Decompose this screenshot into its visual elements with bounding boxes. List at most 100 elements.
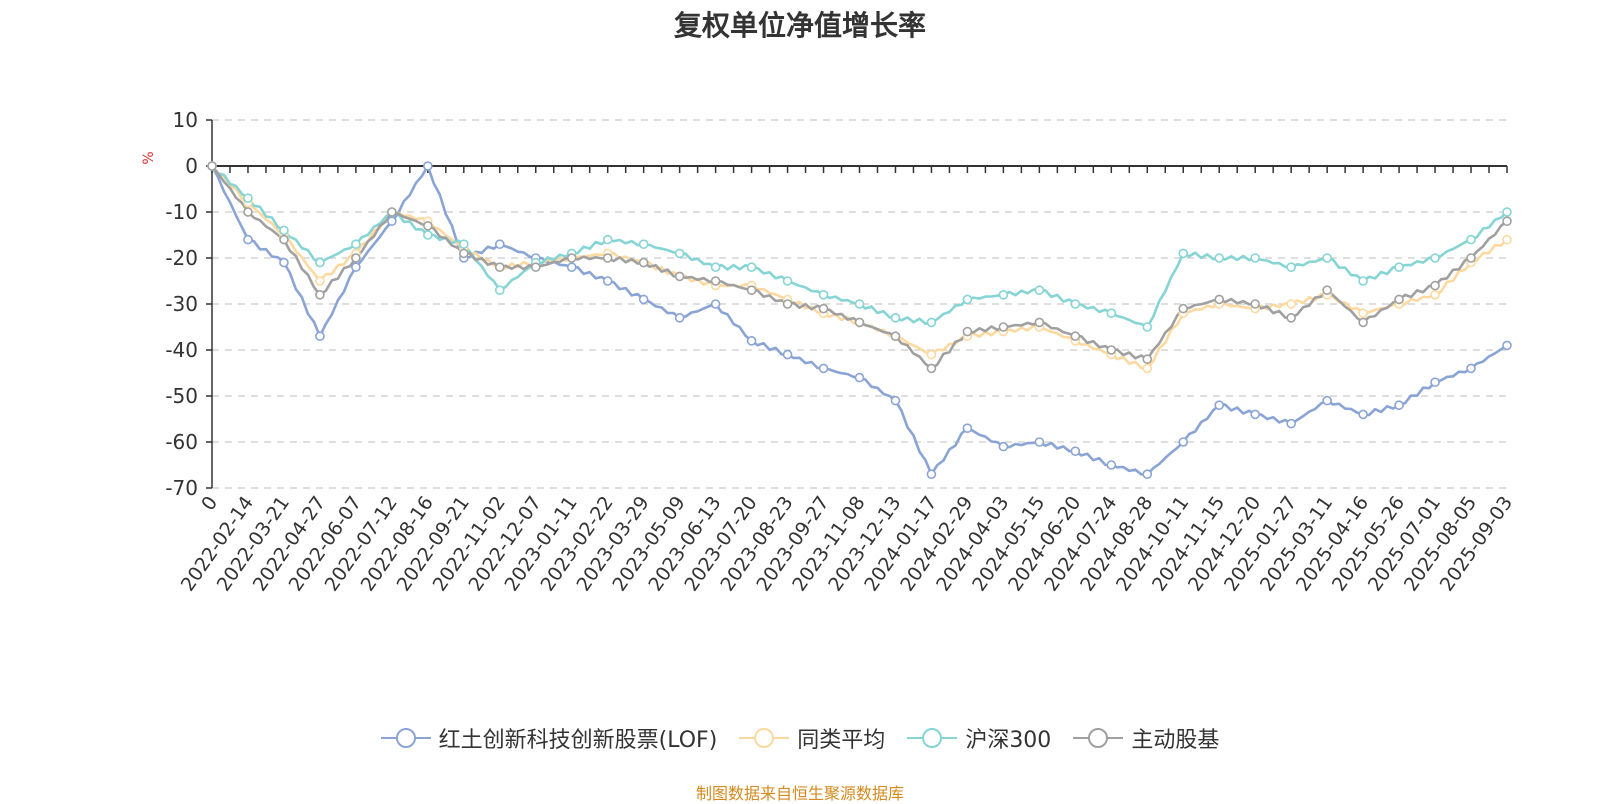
data-point <box>1250 253 1260 263</box>
y-tick-label: -10 <box>165 200 198 224</box>
data-point <box>1286 299 1296 309</box>
data-point <box>782 349 793 360</box>
series-line <box>210 165 1508 370</box>
data-point <box>1142 469 1153 480</box>
data-point <box>818 289 829 300</box>
data-point <box>1106 460 1117 470</box>
data-point <box>1502 207 1512 217</box>
legend-label: 沪深300 <box>965 728 1052 753</box>
data-point <box>1286 418 1296 429</box>
data-point <box>243 207 253 217</box>
data-point <box>710 262 721 273</box>
data-point <box>746 335 757 346</box>
data-point <box>962 326 973 337</box>
data-point <box>890 395 901 406</box>
data-point <box>674 312 685 323</box>
data-point <box>1142 354 1153 365</box>
y-tick-label: -20 <box>165 246 198 270</box>
data-point <box>602 234 613 245</box>
legend-swatch-icon <box>739 728 790 748</box>
data-point <box>1466 363 1476 374</box>
data-point <box>279 234 289 245</box>
data-point <box>387 207 397 217</box>
data-point <box>566 253 577 263</box>
data-point <box>962 423 973 434</box>
source-note: 制图数据来自恒生聚源数据库 <box>695 784 904 803</box>
legend-swatch-icon <box>380 728 431 748</box>
data-point <box>1358 276 1368 286</box>
data-point <box>710 276 721 286</box>
data-point <box>351 253 361 263</box>
data-point <box>1430 280 1440 291</box>
data-point <box>782 276 793 286</box>
data-point <box>782 299 793 309</box>
data-point <box>1106 308 1117 319</box>
series-line <box>210 165 1508 370</box>
data-point <box>710 299 721 309</box>
data-point <box>1106 345 1117 355</box>
data-point <box>638 257 649 268</box>
legend-label: 同类平均 <box>797 728 886 753</box>
data-point <box>1142 322 1153 332</box>
data-point <box>1070 446 1081 457</box>
data-point <box>351 262 361 273</box>
data-point <box>423 221 433 231</box>
data-point <box>1358 409 1368 420</box>
data-point <box>1502 216 1512 226</box>
y-tick-label: -50 <box>165 384 198 408</box>
data-point <box>1430 289 1440 300</box>
y-tick-label: 0 <box>185 154 198 178</box>
data-point <box>1358 317 1368 328</box>
data-point <box>1286 312 1296 323</box>
data-point <box>1250 299 1260 309</box>
legend-item[interactable]: 主动股基 <box>1073 722 1219 754</box>
data-point <box>998 289 1009 300</box>
legend-item[interactable]: 红土创新科技创新股票(LOF) <box>380 722 718 754</box>
data-point <box>1070 331 1081 342</box>
data-point <box>494 239 505 249</box>
data-point <box>530 262 541 273</box>
data-point <box>674 248 685 259</box>
data-point <box>638 239 649 249</box>
data-point <box>207 161 217 171</box>
data-point <box>459 248 469 259</box>
data-point <box>1178 437 1189 447</box>
data-point <box>1322 395 1332 406</box>
data-point <box>423 161 433 171</box>
legend-label: 主动股基 <box>1131 728 1220 753</box>
data-point <box>926 363 937 374</box>
data-point <box>1070 299 1081 309</box>
data-point <box>1394 262 1404 273</box>
data-point <box>1034 437 1045 447</box>
data-point <box>674 271 685 282</box>
y-tick-label: 10 <box>173 108 198 132</box>
y-axis-label: % <box>141 151 157 164</box>
data-point <box>279 257 289 268</box>
legend-item[interactable]: 同类平均 <box>739 722 885 754</box>
data-point <box>459 239 469 249</box>
data-point <box>1502 340 1512 351</box>
legend-label: 红土创新科技创新股票(LOF) <box>438 728 718 753</box>
data-point <box>1286 262 1296 273</box>
data-point <box>638 294 649 305</box>
legend-item[interactable]: 沪深300 <box>907 722 1051 754</box>
y-tick-label: -40 <box>165 338 198 362</box>
data-point <box>279 225 289 236</box>
data-point <box>315 289 325 300</box>
line-chart: 100-10-20-30-40-50-60-7002022-02-142022-… <box>141 108 1517 595</box>
data-point <box>1034 285 1045 296</box>
data-point <box>926 349 937 360</box>
data-point <box>818 363 829 374</box>
data-point <box>1430 253 1440 263</box>
data-point <box>1178 248 1189 259</box>
chart-title: 复权单位净值增长率 <box>673 9 926 42</box>
series-markers <box>207 161 1512 480</box>
data-point <box>890 331 901 342</box>
data-point <box>494 285 505 296</box>
data-point <box>926 317 937 328</box>
data-point <box>1214 253 1225 263</box>
data-point <box>1322 285 1332 296</box>
data-point <box>746 285 757 296</box>
y-tick-label: -70 <box>165 476 198 500</box>
data-point <box>243 234 253 245</box>
